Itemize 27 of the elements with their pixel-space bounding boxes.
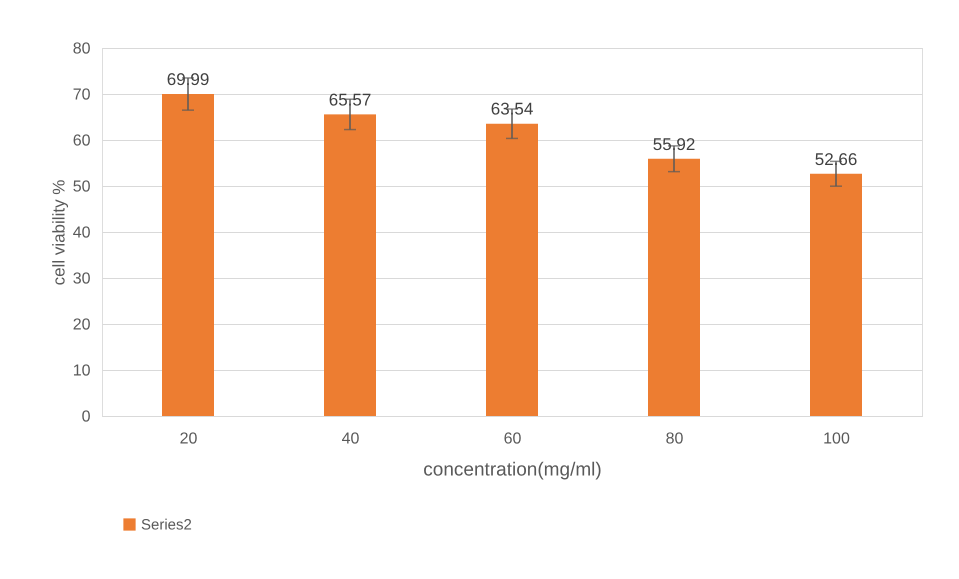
bar — [486, 124, 538, 416]
x-tick-label: 80 — [666, 430, 684, 448]
data-label: 63.54 — [490, 100, 534, 119]
legend-label: Series2 — [141, 516, 192, 534]
y-tick-label: 30 — [72, 270, 91, 288]
y-tick-label: 80 — [72, 40, 91, 58]
x-axis-title: concentration(mg/ml) — [423, 460, 602, 480]
data-label: 65.57 — [328, 90, 372, 110]
y-tick-label: 40 — [72, 224, 91, 242]
x-tick-label: 20 — [180, 430, 198, 448]
x-tick-label: 60 — [504, 430, 522, 448]
y-tick-label: 0 — [82, 408, 91, 426]
bar — [162, 94, 214, 416]
y-axis-title: cell viability % — [50, 180, 69, 286]
y-tick-label: 70 — [72, 86, 91, 104]
bar — [324, 114, 376, 416]
y-tick-label: 20 — [72, 316, 91, 334]
x-tick-label: 100 — [823, 430, 850, 448]
data-label: 52.66 — [814, 150, 858, 169]
data-label: 55.92 — [652, 134, 696, 154]
y-tick-label: 60 — [72, 132, 91, 150]
x-tick-label: 40 — [342, 430, 360, 448]
data-label: 69.99 — [166, 70, 210, 90]
bar — [648, 158, 700, 416]
y-tick-label: 50 — [72, 178, 91, 196]
y-tick-label: 10 — [72, 362, 91, 380]
bar — [810, 174, 862, 416]
